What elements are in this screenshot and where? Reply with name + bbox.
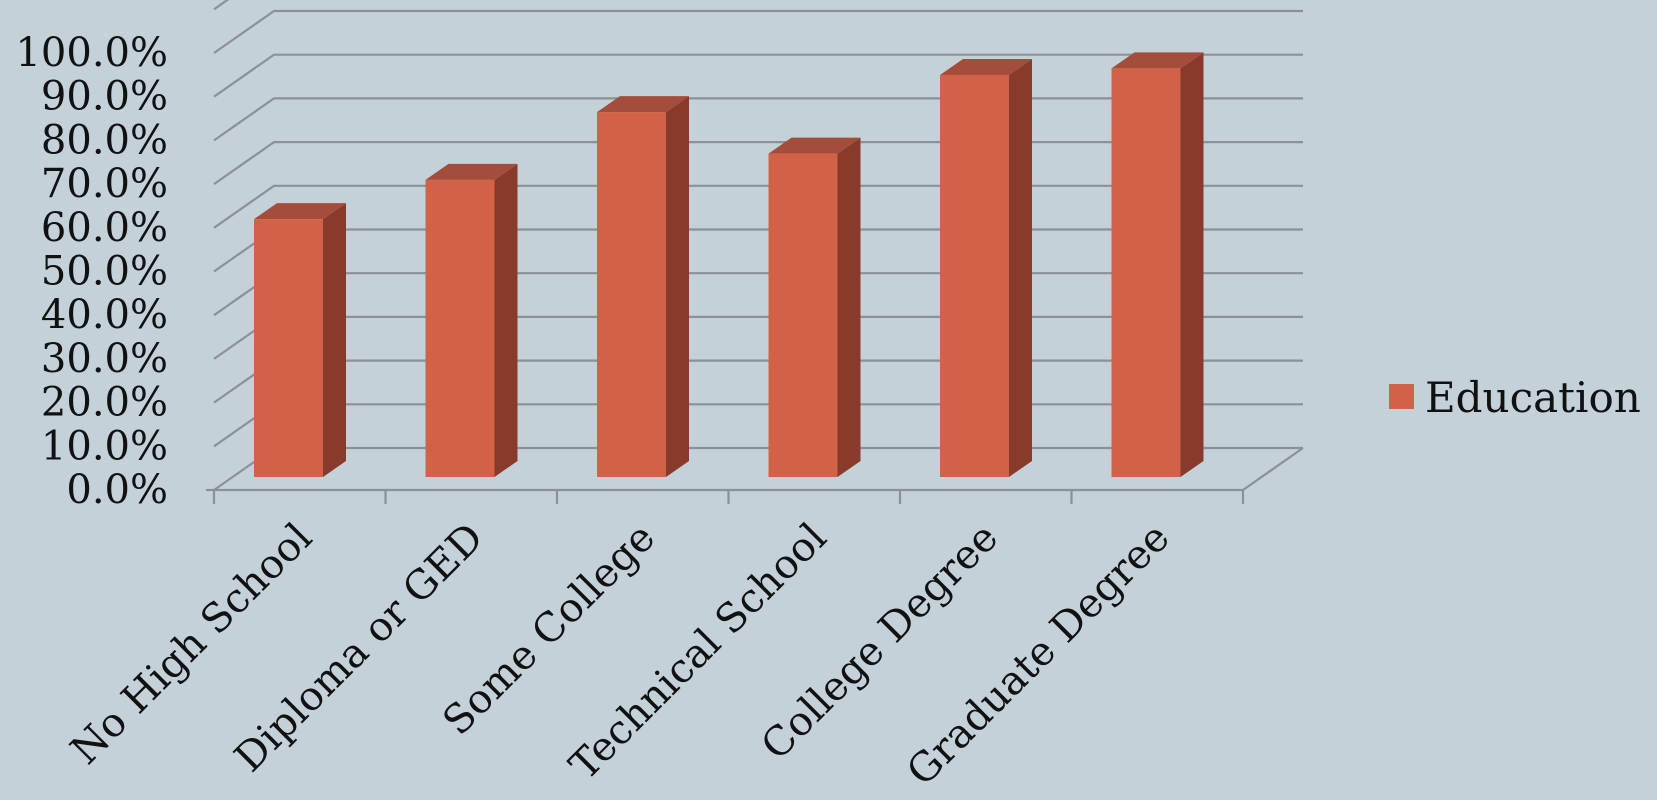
bar-front [597,112,666,477]
bar [1111,52,1204,477]
y-tick-label: 80.0% [41,117,168,163]
bar-side [494,163,518,477]
y-tick-label: 10.0% [41,423,168,469]
y-tick-label: 0.0% [66,467,168,513]
gridline [213,53,1303,98]
bar-top [1111,52,1204,69]
bar-side [1009,58,1032,478]
bar-front [940,74,1009,478]
bar-top [597,96,689,113]
bar-top [425,163,518,180]
bar-top [254,203,346,220]
y-tick-label: 90.0% [41,74,168,120]
bar-front [254,219,323,478]
y-tick-label: 20.0% [41,380,168,426]
bar [768,137,861,477]
y-tick-label: 70.0% [41,161,168,207]
gridline [213,9,1303,54]
bar-side [837,137,861,477]
legend: Education [1389,373,1641,422]
bar-top [768,137,861,154]
bar-front [425,179,495,477]
y-axis-tick-labels: 0.0%10.0%20.0%30.0%40.0%50.0%60.0%70.0%8… [15,30,168,513]
bar [425,163,518,477]
y-tick-label: 100.0% [15,30,168,76]
floor-edge-line [1242,447,1304,491]
y-tick-label: 50.0% [41,249,168,295]
bar-front [1111,68,1181,477]
bar-top [940,58,1032,75]
axes [206,447,1304,504]
bar [597,96,689,477]
legend-label: Education [1425,373,1641,422]
bars [254,52,1204,478]
legend-swatch [1389,384,1414,409]
bar [254,203,346,478]
bar-front [768,153,838,477]
y-tick-label: 60.0% [41,205,168,251]
gridline [213,0,230,11]
bar [940,58,1032,478]
bar-side [1180,52,1204,477]
y-tick-label: 40.0% [41,292,168,338]
y-tick-label: 30.0% [41,336,168,382]
bar-side [666,96,689,477]
bar-side [323,203,346,478]
